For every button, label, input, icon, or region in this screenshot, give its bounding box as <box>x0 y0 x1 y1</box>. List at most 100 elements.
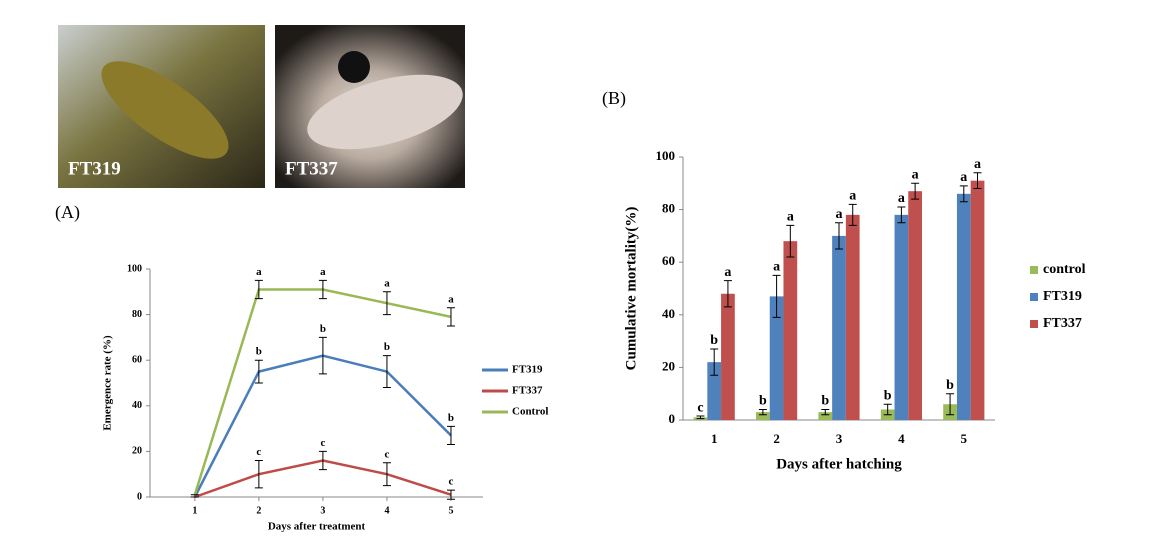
panel-label: (A) <box>55 202 80 223</box>
bar <box>818 412 833 420</box>
bar <box>894 214 909 420</box>
significance-letter: c <box>697 400 703 415</box>
significance-letter: b <box>884 388 892 403</box>
error-bar <box>254 279 263 300</box>
bar <box>970 180 985 420</box>
y-tick-label: 80 <box>662 201 675 216</box>
photo-subject <box>307 74 463 150</box>
bar <box>769 296 784 420</box>
x-tick-label: 4 <box>898 431 905 446</box>
significance-letter: b <box>256 346 262 358</box>
legend-label: FT337 <box>1043 316 1082 331</box>
x-axis-title: Days after hatching <box>776 456 902 472</box>
x-tick-label: 2 <box>256 505 261 516</box>
significance-letter: a <box>912 168 919 183</box>
significance-letter: c <box>384 448 389 460</box>
legend-label: FT319 <box>1043 289 1082 304</box>
error-bar <box>318 279 327 300</box>
significance-letter: a <box>320 266 326 278</box>
significance-letter: a <box>849 189 856 204</box>
error-bar <box>696 415 705 420</box>
error-bar <box>446 425 455 446</box>
error-bar <box>897 206 906 224</box>
significance-letter: c <box>256 446 261 458</box>
legend-swatch <box>1030 320 1038 328</box>
legend-label: Control <box>512 406 548 418</box>
significance-letter: b <box>448 412 454 424</box>
legend-label: FT319 <box>512 364 543 376</box>
bar <box>956 193 971 420</box>
y-tick-label: 40 <box>662 306 675 321</box>
x-tick-label: 2 <box>773 431 780 446</box>
error-bar <box>973 172 982 190</box>
x-tick-label: 4 <box>384 505 389 516</box>
bar <box>783 241 798 420</box>
significance-letter: a <box>960 170 967 185</box>
y-tick-label: 40 <box>132 400 142 411</box>
error-bar <box>848 203 857 226</box>
error-bar <box>911 182 920 200</box>
legend-label: control <box>1043 262 1086 277</box>
error-bar <box>883 403 892 416</box>
y-tick-label: 100 <box>127 263 142 274</box>
x-tick-label: 1 <box>711 431 718 446</box>
significance-letter: a <box>384 277 390 289</box>
error-bar <box>946 393 955 416</box>
series-line <box>193 354 452 498</box>
significance-letter: a <box>974 157 981 172</box>
x-tick-label: 3 <box>320 505 325 516</box>
significance-letter: a <box>773 260 780 275</box>
bar <box>707 362 722 420</box>
bar <box>756 412 770 420</box>
bar <box>721 293 735 420</box>
error-bar <box>382 291 391 316</box>
significance-letter: a <box>836 207 843 222</box>
bar <box>908 191 922 420</box>
x-tick-label: 3 <box>836 431 843 446</box>
significance-letter: c <box>449 476 454 488</box>
bar <box>845 214 860 420</box>
y-tick-label: 0 <box>137 491 142 502</box>
y-axis-title: Cumulative mortality(%) <box>623 207 639 371</box>
error-bar <box>821 408 830 416</box>
error-bar <box>786 224 795 258</box>
photo-subject <box>338 51 370 83</box>
y-tick-label: 0 <box>669 411 676 426</box>
x-tick-label: 5 <box>448 505 453 516</box>
error-bar <box>446 307 455 327</box>
error-bar <box>723 280 732 308</box>
legend-label: FT337 <box>512 385 543 397</box>
error-bar <box>254 460 263 489</box>
x-axis-title: Days after treatment <box>268 521 366 533</box>
error-bar <box>382 462 391 487</box>
error-bar <box>835 222 843 250</box>
photo-label: FT319 <box>68 158 121 179</box>
error-bar <box>382 355 391 389</box>
significance-letter: b <box>320 323 326 335</box>
y-tick-label: 60 <box>132 354 142 365</box>
x-tick-label: 5 <box>961 431 968 446</box>
photo-label: FT337 <box>285 158 338 179</box>
significance-letter: a <box>724 265 731 280</box>
significance-letter: a <box>256 266 262 278</box>
y-tick-label: 100 <box>656 148 676 163</box>
significance-letter: a <box>787 210 794 225</box>
error-bar <box>710 348 719 376</box>
error-bar <box>446 489 455 500</box>
error-bar <box>959 185 968 203</box>
legend-swatch <box>1030 293 1038 301</box>
significance-letter: b <box>946 378 954 393</box>
y-tick-label: 60 <box>662 253 675 268</box>
significance-letter: a <box>898 191 905 206</box>
y-tick-label: 80 <box>132 309 142 320</box>
error-bar <box>318 336 327 375</box>
significance-letter: b <box>710 333 718 348</box>
y-axis-title: Emergence rate (%) <box>102 335 114 431</box>
significance-letter: b <box>759 394 767 409</box>
y-tick-label: 20 <box>132 446 142 457</box>
significance-letter: b <box>821 394 829 409</box>
legend-swatch <box>1030 266 1038 274</box>
significance-letter: a <box>448 293 454 305</box>
photo-subject <box>101 61 229 159</box>
